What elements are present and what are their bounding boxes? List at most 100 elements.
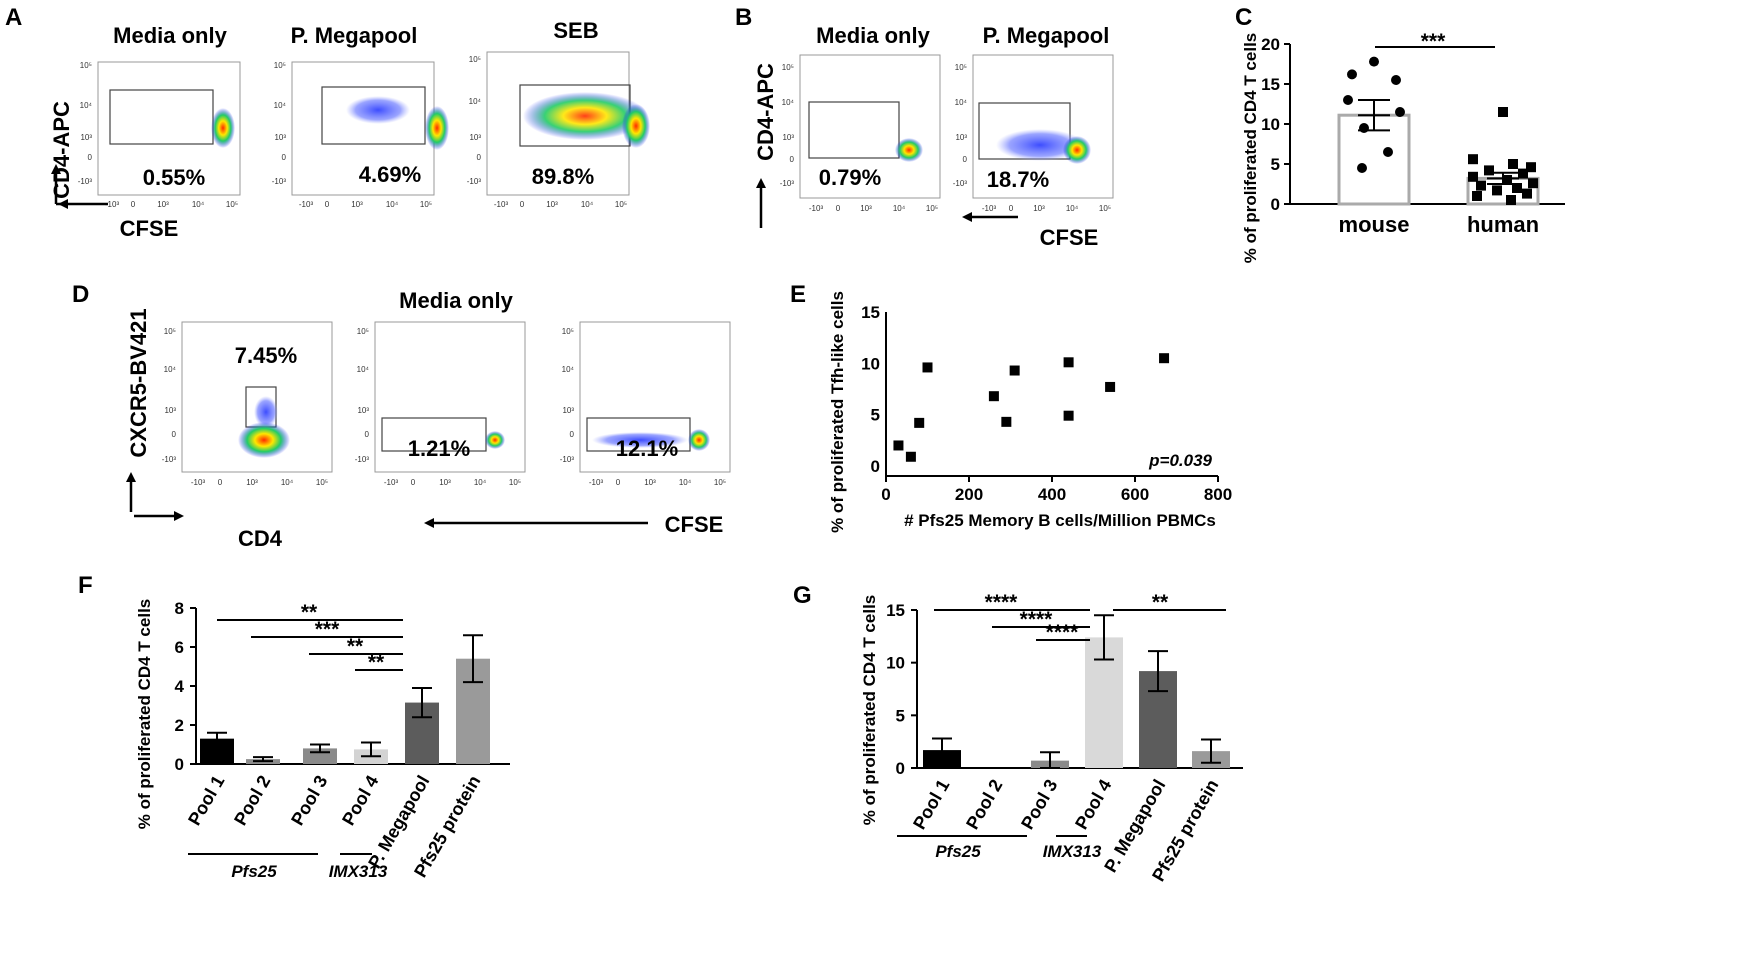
e-x-tick-label: 800 <box>1204 485 1232 504</box>
svg-text:10⁴: 10⁴ <box>192 200 205 209</box>
svg-text:0: 0 <box>325 200 330 209</box>
svg-text:0: 0 <box>570 430 575 439</box>
svg-text:0: 0 <box>282 153 287 162</box>
svg-text:10³: 10³ <box>955 133 967 142</box>
svg-text:10⁵: 10⁵ <box>357 327 369 336</box>
g-y-tick-label: 0 <box>896 759 905 778</box>
f-category-label-3: Pool 3 <box>287 772 331 829</box>
a-x-arrow-head <box>58 199 68 209</box>
svg-text:10⁵: 10⁵ <box>926 204 938 213</box>
e-y-tick-label: 5 <box>871 406 880 425</box>
svg-text:10⁵: 10⁵ <box>80 61 92 70</box>
svg-text:10⁵: 10⁵ <box>562 327 574 336</box>
panel-b: B Media only P. Megapool 0.79% 18.7% 10⁵… <box>735 4 1114 250</box>
a-population-2 <box>425 106 449 150</box>
d-y-ticks-3: 10⁵ 10⁴ 10³ 0 -10³ <box>560 327 575 464</box>
svg-text:0: 0 <box>520 200 525 209</box>
svg-text:-10³: -10³ <box>162 455 177 464</box>
e-data-point <box>914 417 925 428</box>
c-point-mouse <box>1383 147 1393 157</box>
e-p-value-annotation: p=0.039 <box>1148 451 1212 470</box>
panel-e: E 0 5 10 15 0 200 400 600 800 p=0.039 # Pfs25 Memo… <box>790 281 1232 533</box>
svg-text:10⁴: 10⁴ <box>581 200 594 209</box>
c-point-mouse <box>1357 163 1367 173</box>
svg-text:0: 0 <box>88 153 93 162</box>
c-y-tick-label: 15 <box>1261 75 1280 94</box>
c-y-tick-label: 0 <box>1271 195 1280 214</box>
d-x-arrow-2-head <box>424 518 434 528</box>
a-y-ticks: 10⁵ 10⁴ 10³ 0 -10³ <box>78 61 93 186</box>
d-population-1 <box>238 422 290 458</box>
c-point-human <box>1526 162 1536 173</box>
svg-text:10⁵: 10⁵ <box>782 63 794 72</box>
e-x-tick-label: 400 <box>1038 485 1066 504</box>
c-point-human <box>1502 175 1512 185</box>
c-point-human <box>1512 183 1522 193</box>
d-plot-3-frame <box>579 321 731 473</box>
b-x-ticks-1: -10³ 0 10³ 10⁴ 10⁵ <box>809 204 938 213</box>
c-point-mouse <box>1391 75 1401 85</box>
c-y-tick-label: 5 <box>1271 155 1280 174</box>
e-x-tick-label: 200 <box>955 485 983 504</box>
c-point-human <box>1468 171 1478 182</box>
svg-text:10⁵: 10⁵ <box>615 200 627 209</box>
panel-g: G 0 5 10 15 % of proliferated CD4 T cells Poo… <box>793 582 1243 885</box>
b-x-arrow-head <box>962 212 972 222</box>
a-y-arrow-head <box>51 164 61 174</box>
b-y-arrow-head <box>756 178 766 188</box>
svg-text:-10³: -10³ <box>78 177 93 186</box>
svg-text:10⁵: 10⁵ <box>316 478 328 487</box>
g-group-label-2: IMX313 <box>1043 842 1102 861</box>
a-title-p-megapool: P. Megapool <box>291 23 418 48</box>
panel-label-a: A <box>5 4 22 31</box>
g-category-label-1: Pool 1 <box>909 776 953 833</box>
svg-text:10³: 10³ <box>357 406 369 415</box>
svg-text:10⁴: 10⁴ <box>357 365 370 374</box>
g-y-tick-label: 15 <box>886 601 905 620</box>
a-percentage-2: 4.69% <box>359 162 421 187</box>
svg-text:10⁵: 10⁵ <box>714 478 726 487</box>
svg-text:10⁵: 10⁵ <box>274 61 286 70</box>
svg-text:0: 0 <box>411 478 416 487</box>
e-data-point <box>1105 381 1116 392</box>
e-y-axis-label: % of proliferated Tfh-like cells <box>828 291 847 533</box>
c-category-label-mouse: mouse <box>1339 212 1410 237</box>
a-y-ticks-2: 10⁵ 10⁴ 10³ 0 -10³ <box>272 61 287 186</box>
b-y-ticks-1: 10⁵ 10⁴ 10³ 0 -10³ <box>780 63 795 188</box>
d-title: Media only <box>399 288 513 313</box>
svg-text:10⁴: 10⁴ <box>782 98 795 107</box>
panel-d: D Media only 7.45% 1.21% 12.1% 10⁵ 10⁴ 1… <box>72 281 731 551</box>
e-data-point <box>1159 353 1170 364</box>
svg-text:-10³: -10³ <box>299 200 314 209</box>
a-y-axis-label: CD4-APC <box>49 101 74 199</box>
a-y-ticks-3: 10⁵ 10⁴ 10³ 0 -10³ <box>467 55 482 186</box>
e-y-tick-label: 10 <box>861 354 880 373</box>
svg-text:10³: 10³ <box>164 406 176 415</box>
svg-text:0: 0 <box>836 204 841 213</box>
f-category-label-1: Pool 1 <box>184 772 228 829</box>
svg-text:10³: 10³ <box>80 133 92 142</box>
svg-text:10⁴: 10⁴ <box>679 478 692 487</box>
a-gate-1 <box>109 89 214 145</box>
e-x-tick-label: 0 <box>881 485 890 504</box>
c-category-label-human: human <box>1467 212 1539 237</box>
a-x-ticks-3: -10³ 0 10³ 10⁴ 10⁵ <box>494 200 627 209</box>
a-title-media-only: Media only <box>113 23 227 48</box>
svg-text:10³: 10³ <box>439 478 451 487</box>
c-point-human <box>1498 107 1508 117</box>
c-point-mouse <box>1347 69 1357 80</box>
svg-text:10⁴: 10⁴ <box>1066 204 1079 213</box>
d-percentage-1: 7.45% <box>235 343 297 368</box>
svg-text:0: 0 <box>963 155 968 164</box>
b-population-1 <box>895 138 923 162</box>
svg-text:10⁵: 10⁵ <box>955 63 967 72</box>
g-significance-label-2: **** <box>1020 608 1054 631</box>
g-significance-label-1: **** <box>985 591 1019 614</box>
d-population-1-upper <box>254 396 278 428</box>
d-x-ticks-1: -10³ 0 10³ 10⁴ 10⁵ <box>191 478 328 487</box>
svg-text:10⁴: 10⁴ <box>893 204 906 213</box>
svg-text:10⁵: 10⁵ <box>226 200 238 209</box>
c-point-mouse <box>1395 107 1405 117</box>
d-percentage-2: 1.21% <box>408 436 470 461</box>
